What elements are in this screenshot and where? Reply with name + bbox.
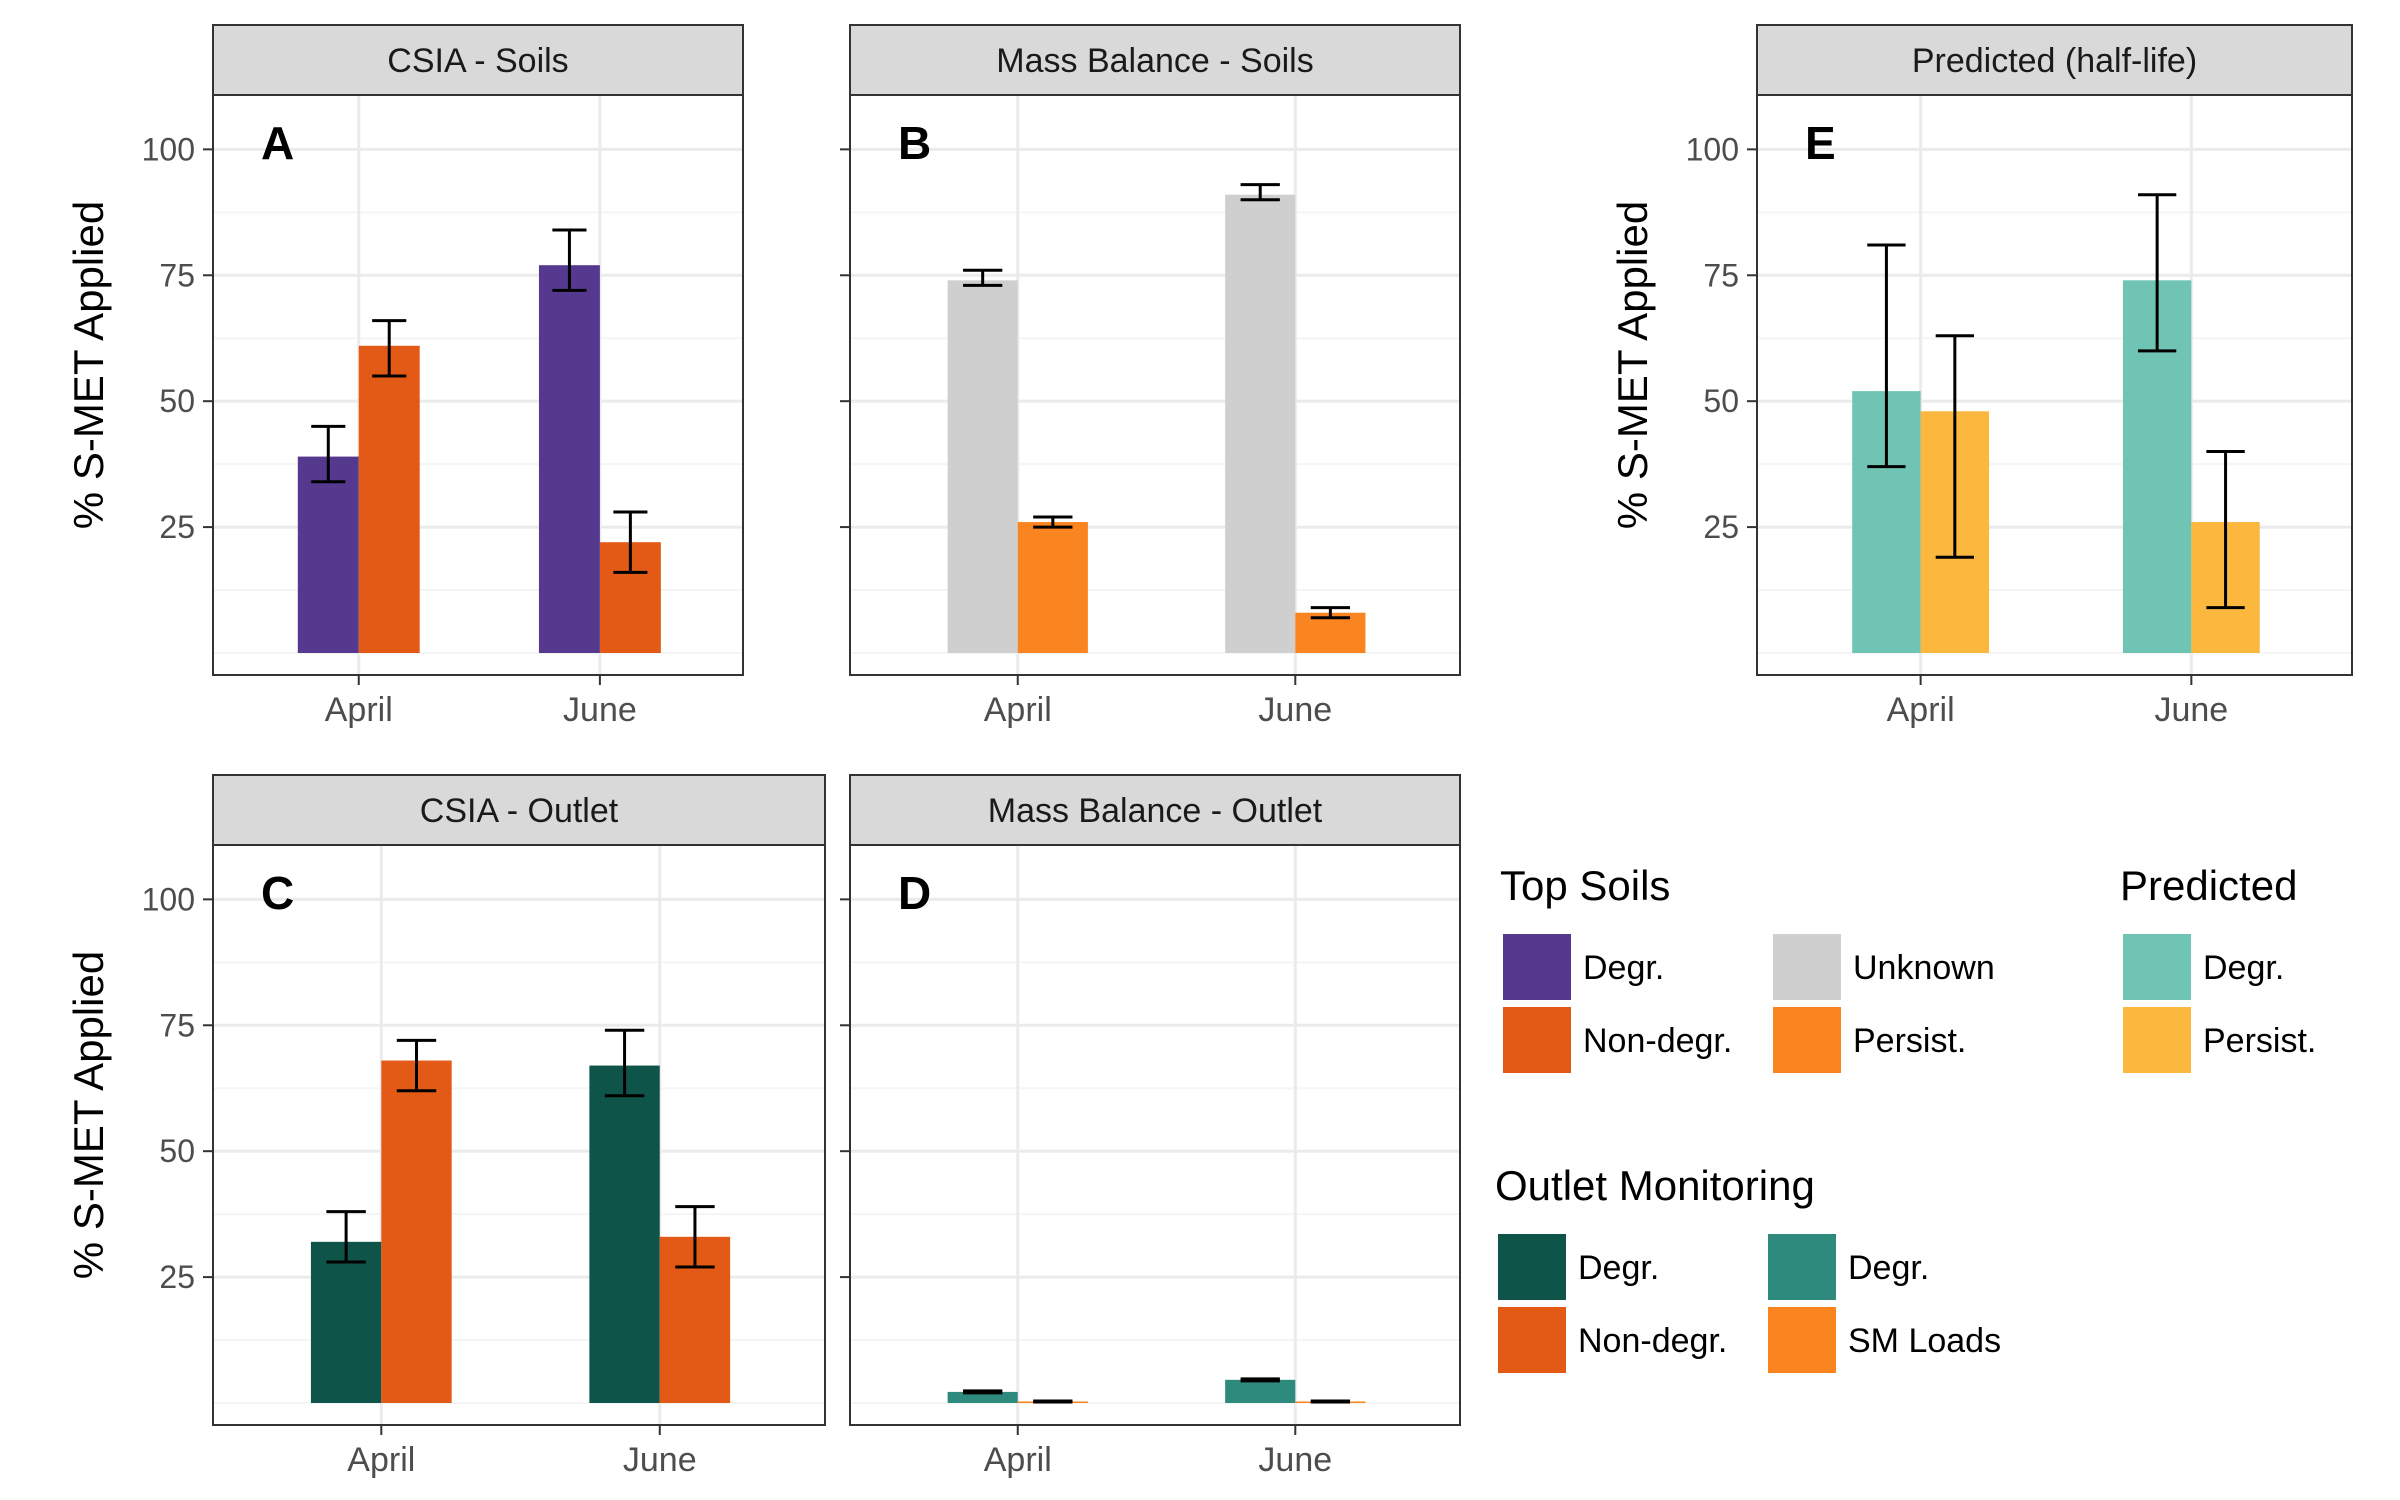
legend-key-swatch <box>1498 1307 1566 1373</box>
legend-key-label: Unknown <box>1853 949 1995 987</box>
panel-c: CSIA - Outlet C 25 50 75 100 April June % S-MET … <box>65 774 826 1479</box>
legend-key-label: Degr. <box>1578 1249 1659 1287</box>
facet-strip <box>212 774 826 846</box>
facet-strip <box>212 24 744 96</box>
legend-key-label: Non-degr. <box>1583 1022 1732 1060</box>
panel-e: Predicted (half-life) E 25 50 75 100 April June… <box>1609 24 2353 729</box>
panel-border <box>212 844 826 1426</box>
x-tick-label: June <box>563 691 637 729</box>
y-tick-label: 50 <box>159 383 195 419</box>
legend-title: Top Soils <box>1500 862 1670 909</box>
panel-b: Mass Balance - Soils B April June <box>840 24 1461 729</box>
bar-c-april-1 <box>381 1060 452 1403</box>
x-tick-label: April <box>325 691 393 729</box>
panel-a: CSIA - Soils A 25 50 75 100 April June % S-MET A… <box>65 24 744 729</box>
y-tick-label: 25 <box>159 509 195 545</box>
bar-d-june-0 <box>1225 1379 1296 1403</box>
bar-c-june-0 <box>589 1065 660 1403</box>
y-tick-label: 50 <box>159 1133 195 1169</box>
facet-strip-label: CSIA - Soils <box>387 42 568 80</box>
legend-top-soils: Top Soils Degr. Non-degr. Unknown Persist. <box>1500 862 1995 1073</box>
panel-border <box>212 94 744 676</box>
facet-strip-label: Mass Balance - Outlet <box>988 792 1323 830</box>
legend-key-swatch <box>1768 1234 1836 1300</box>
legend-key-label: Degr. <box>1583 949 1664 987</box>
y-axis-title: % S-MET Applied <box>65 951 112 1279</box>
legend-key-swatch <box>2123 1007 2191 1073</box>
legend-key-swatch <box>1503 934 1571 1000</box>
panel-background <box>213 845 825 1425</box>
legend-key-label: Non-degr. <box>1578 1322 1727 1360</box>
y-tick-label: 25 <box>1703 509 1739 545</box>
x-tick-label: April <box>984 691 1052 729</box>
legend-key-label: Degr. <box>2203 949 2284 987</box>
y-tick-label: 75 <box>1703 257 1739 293</box>
legend-title: Outlet Monitoring <box>1495 1162 1815 1209</box>
x-tick-label: June <box>623 1441 697 1479</box>
facet-strip <box>849 24 1461 96</box>
bar-b-april-0 <box>947 280 1018 653</box>
y-tick-label: 100 <box>142 131 195 167</box>
panel-background <box>1757 95 2352 675</box>
x-tick-label: April <box>984 1441 1052 1479</box>
panel-letter: C <box>261 867 294 919</box>
legend-key-swatch <box>1498 1234 1566 1300</box>
y-tick-label: 100 <box>142 881 195 917</box>
facet-strip <box>1756 24 2353 96</box>
panel-border <box>1756 94 2353 676</box>
x-tick-label: June <box>1258 1441 1332 1479</box>
facet-strip <box>849 774 1461 846</box>
bar-a-june-0 <box>538 265 600 653</box>
facet-strip-label: Mass Balance - Soils <box>996 42 1313 80</box>
bar-d-april-0 <box>947 1391 1018 1403</box>
y-tick-label: 100 <box>1686 131 1739 167</box>
x-tick-label: June <box>2154 691 2228 729</box>
y-axis-title: % S-MET Applied <box>1609 201 1656 529</box>
panel-letter: A <box>261 117 294 169</box>
bar-a-april-0 <box>297 456 359 653</box>
bar-b-april-1 <box>1017 522 1088 653</box>
legend-key-swatch <box>1773 1007 1841 1073</box>
panel-letter: D <box>898 867 931 919</box>
y-tick-label: 50 <box>1703 383 1739 419</box>
legend-key-label: Persist. <box>2203 1022 2316 1060</box>
legend-outlet-monitoring: Outlet Monitoring Degr. Non-degr. Degr. SM L… <box>1495 1162 2001 1373</box>
legend-key-label: Persist. <box>1853 1022 1966 1060</box>
y-tick-label: 75 <box>159 257 195 293</box>
legend-key-label: SM Loads <box>1848 1322 2001 1360</box>
panel-letter: E <box>1805 117 1836 169</box>
legend-key-swatch <box>1773 934 1841 1000</box>
legend-predicted: Predicted Degr. Persist. <box>2120 862 2316 1073</box>
y-tick-label: 25 <box>159 1259 195 1295</box>
x-tick-label: April <box>1887 691 1955 729</box>
panel-letter: B <box>898 117 931 169</box>
x-tick-label: June <box>1258 691 1332 729</box>
legend-title: Predicted <box>2120 862 2297 909</box>
panel-border <box>849 844 1461 1426</box>
legend-key-label: Degr. <box>1848 1249 1929 1287</box>
bar-b-june-1 <box>1295 612 1366 653</box>
bar-c-april-0 <box>310 1241 382 1403</box>
facet-strip-label: Predicted (half-life) <box>1912 42 2197 80</box>
facet-strip-label: CSIA - Outlet <box>420 792 619 830</box>
y-axis-title: % S-MET Applied <box>65 201 112 529</box>
panel-background <box>850 95 1460 675</box>
panel-background <box>850 845 1460 1425</box>
legend-key-swatch <box>2123 934 2191 1000</box>
bar-b-june-0 <box>1225 194 1296 653</box>
legend-key-swatch <box>1768 1307 1836 1373</box>
panel-background <box>213 95 743 675</box>
legend-key-swatch <box>1503 1007 1571 1073</box>
panel-d: Mass Balance - Outlet D April June <box>840 774 1461 1479</box>
y-tick-label: 75 <box>159 1007 195 1043</box>
panel-border <box>849 94 1461 676</box>
x-tick-label: April <box>347 1441 415 1479</box>
bar-a-april-1 <box>358 345 420 653</box>
